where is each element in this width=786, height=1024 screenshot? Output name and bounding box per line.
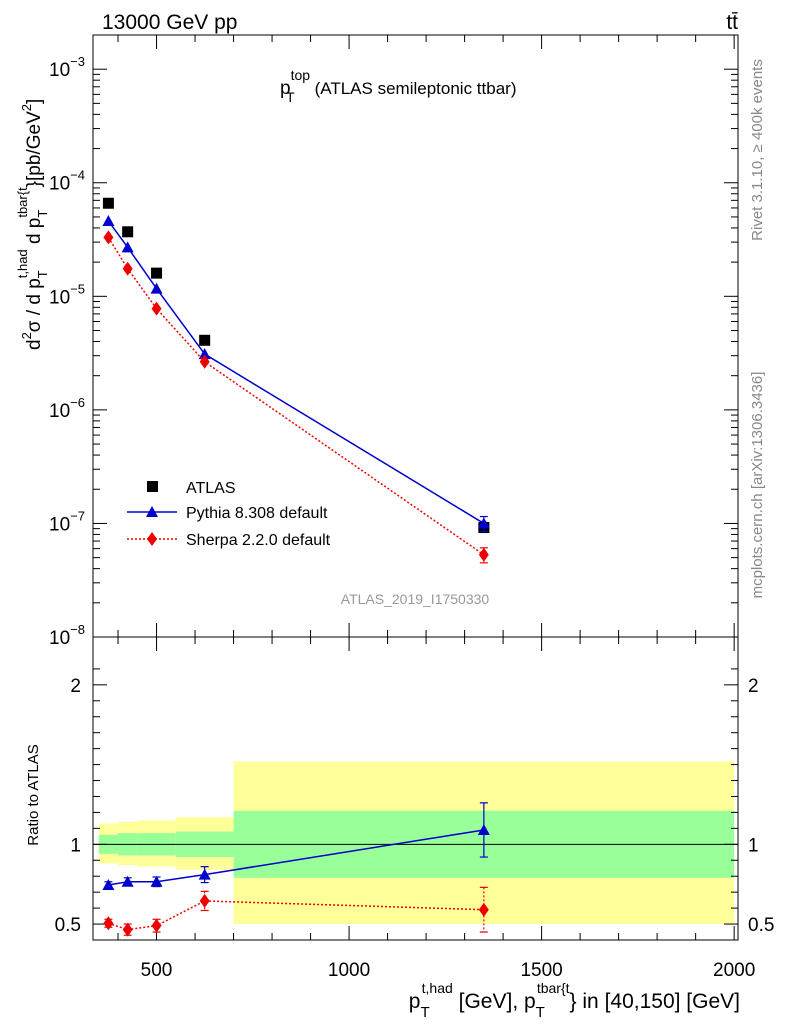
plot-title-subscript: T: [286, 89, 295, 105]
y-tick-label-base: 10: [49, 60, 70, 81]
y-tick-label-base: 10: [49, 401, 70, 422]
legend-marker-pythia: [146, 506, 158, 517]
y-tick-label-base: 10: [49, 514, 70, 535]
legend-label-pythia: Pythia 8.308 default: [186, 505, 328, 522]
plot-title: ptop T (ATLAS semileptonic ttbar): [280, 67, 516, 105]
ratio-uncertainty-bands: [98, 761, 735, 925]
main-point-sherpa: [122, 261, 133, 276]
ratio-point-pythia: [102, 878, 115, 890]
y-tick-label-exponent: −4: [70, 168, 85, 183]
y-tick-label: 10−4: [49, 168, 85, 195]
ratio-point-pythia: [121, 875, 134, 887]
ratio-plot-panel: 500 1000 1500 2000 0.5 0.5 1 1 2 2 Ratio to ATLAS…: [25, 636, 774, 1021]
main-point-sherpa: [151, 301, 162, 316]
main-point-atlas: [151, 267, 163, 279]
main-point-sherpa: [478, 547, 489, 562]
process-label: tt̄: [726, 11, 738, 34]
y-tick-label-exponent: −7: [70, 508, 85, 523]
legend: ATLAS Pythia 8.308 default Sherpa 2.2.0 …: [127, 480, 331, 549]
ratio-axis-ticks: 500 1000 1500 2000 0.5 0.5 1 1 2 2: [55, 637, 774, 981]
x-axis-label: pTt,had [GeV], pTtbar{t} in [40,150] [Ge…: [409, 980, 740, 1021]
ratio-point-sherpa: [199, 893, 210, 908]
legend-label-sherpa: Sherpa 2.2.0 default: [186, 532, 331, 549]
main-line-pythia: [107, 220, 485, 525]
main-point-atlas: [199, 334, 211, 346]
ratio-point-sherpa: [103, 916, 114, 931]
ratio-y-axis-label: Ratio to ATLAS: [25, 744, 42, 845]
legend-marker-atlas: [147, 481, 158, 492]
main-point-pythia: [477, 517, 490, 529]
plot-title-superscript: top: [291, 67, 311, 83]
main-point-pythia: [198, 348, 211, 360]
main-point-sherpa: [103, 230, 114, 245]
main-y-minor-ticks: [93, 34, 738, 604]
main-series-layer: [102, 197, 490, 564]
main-plot-panel: 10−310−410−510−610−710−8 ptop T (ATLAS sem…: [15, 34, 739, 649]
ratio-y-tick-label-left: 1: [70, 835, 81, 856]
legend-marker-sherpa: [147, 532, 157, 546]
main-point-sherpa: [199, 354, 210, 369]
y-tick-label-base: 10: [49, 174, 70, 195]
main-point-pythia: [102, 215, 115, 227]
y-tick-label-base: 10: [49, 628, 70, 649]
x-tick-label: 1500: [520, 960, 562, 981]
ratio-point-pythia: [477, 823, 490, 835]
y-tick-label-exponent: −5: [70, 281, 85, 296]
legend-label-atlas: ATLAS: [186, 480, 236, 497]
x-tick-label: 2000: [713, 960, 755, 981]
y-tick-label: 10−5: [49, 281, 85, 308]
ratio-y-tick-label-right: 0.5: [748, 915, 774, 936]
y-tick-label: 10−8: [49, 622, 85, 649]
ratio-plot-frame: [92, 636, 739, 941]
y-tick-label-exponent: −8: [70, 622, 85, 637]
rivet-version-label: Rivet 3.1.10, ≥ 400k events: [749, 59, 766, 241]
y-tick-label: 10−3: [49, 54, 85, 81]
ratio-point-pythia: [198, 868, 211, 880]
ratio-point-pythia: [150, 875, 163, 887]
y-tick-label-exponent: −3: [70, 54, 85, 69]
y-tick-label: 10−7: [49, 508, 85, 535]
main-x-ticks: [117, 35, 735, 637]
x-tick-label: 1000: [328, 960, 370, 981]
analysis-id-label: ATLAS_2019_I1750330: [341, 591, 490, 607]
main-point-atlas: [102, 197, 114, 209]
ratio-series-layer: [102, 802, 490, 937]
main-point-atlas: [122, 226, 134, 238]
ratio-y-tick-label-right: 1: [748, 835, 759, 856]
y-tick-label-base: 10: [49, 287, 70, 308]
ratio-point-sherpa: [478, 902, 489, 917]
main-y-ticks: 10−310−410−510−610−710−8: [49, 54, 738, 649]
energy-label: 13000 GeV pp: [102, 11, 237, 34]
y-tick-label-exponent: −6: [70, 395, 85, 410]
ratio-point-sherpa: [151, 918, 162, 933]
plot-title-symbol: p: [280, 78, 291, 99]
main-y-axis-label: d2σ / d pTt,had d pTtbar{t}[pb/GeV2]: [15, 99, 50, 350]
plot-title-text: (ATLAS semileptonic ttbar): [315, 79, 517, 98]
ratio-point-sherpa: [122, 922, 133, 937]
main-point-pythia: [150, 282, 163, 294]
ratio-y-tick-label-right: 2: [748, 676, 759, 697]
x-tick-label: 500: [141, 960, 173, 981]
mcplots-label: mcplots.cern.ch [arXiv:1306.3436]: [749, 372, 766, 599]
ratio-y-tick-label-left: 2: [70, 676, 81, 697]
ratio-y-tick-label-left: 0.5: [55, 915, 81, 936]
main-point-pythia: [121, 241, 134, 253]
y-tick-label: 10−6: [49, 395, 85, 422]
